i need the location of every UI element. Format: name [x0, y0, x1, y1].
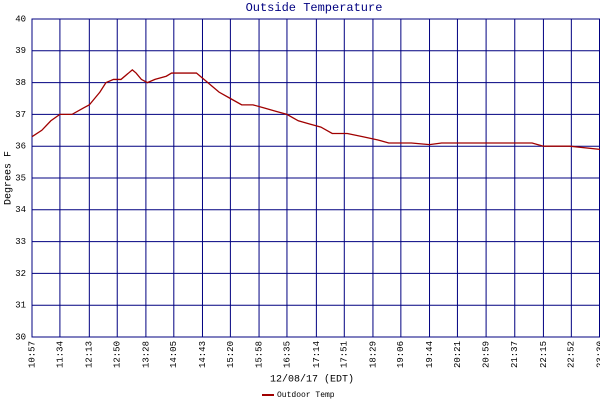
y-tick-label: 37	[15, 110, 26, 120]
x-tick-label: 13:28	[141, 341, 151, 368]
x-tick-label: 22:52	[567, 341, 577, 368]
x-axis-label: 12/08/17 (EDT)	[270, 374, 354, 386]
x-tick-label: 19:44	[425, 341, 435, 368]
y-tick-label: 31	[15, 301, 26, 311]
y-tick-label: 35	[15, 173, 26, 183]
x-tick-label: 14:05	[169, 341, 179, 368]
x-tick-label: 12:13	[85, 341, 95, 368]
x-tick-label: 12:50	[113, 341, 123, 368]
y-tick-label: 30	[15, 332, 26, 342]
y-tick-label: 33	[15, 237, 26, 247]
data-line	[31, 69, 600, 151]
x-tick-label: 23:30	[595, 341, 600, 368]
x-tick-label: 16:35	[282, 341, 292, 368]
x-tick-label: 21:37	[510, 341, 520, 368]
chart-title: Outside Temperature	[246, 1, 383, 15]
x-tick-label: 11:34	[55, 341, 65, 368]
legend-label: Outdoor Temp	[277, 391, 335, 400]
y-tick-label: 38	[15, 78, 26, 88]
y-axis-label: Degrees F	[4, 151, 15, 205]
x-tick-label: 19:06	[396, 341, 406, 368]
x-tick-label: 22:15	[539, 341, 549, 368]
x-tick-label: 10:57	[27, 341, 37, 368]
x-tick-label: 15:58	[254, 341, 264, 368]
x-tick-label: 17:14	[312, 341, 322, 368]
y-tick-label: 40	[15, 14, 26, 24]
y-tick-label: 32	[15, 269, 26, 279]
x-tick-label: 18:29	[368, 341, 378, 368]
x-tick-label: 15:20	[226, 341, 236, 368]
y-tick-label: 34	[15, 205, 26, 215]
x-tick-label: 20:59	[481, 341, 491, 368]
y-tick-label: 39	[15, 46, 26, 56]
x-tick-label: 14:43	[198, 341, 208, 368]
x-tick-label: 17:51	[340, 341, 350, 368]
x-tick-label: 20:21	[453, 341, 463, 368]
y-tick-label: 36	[15, 142, 26, 152]
